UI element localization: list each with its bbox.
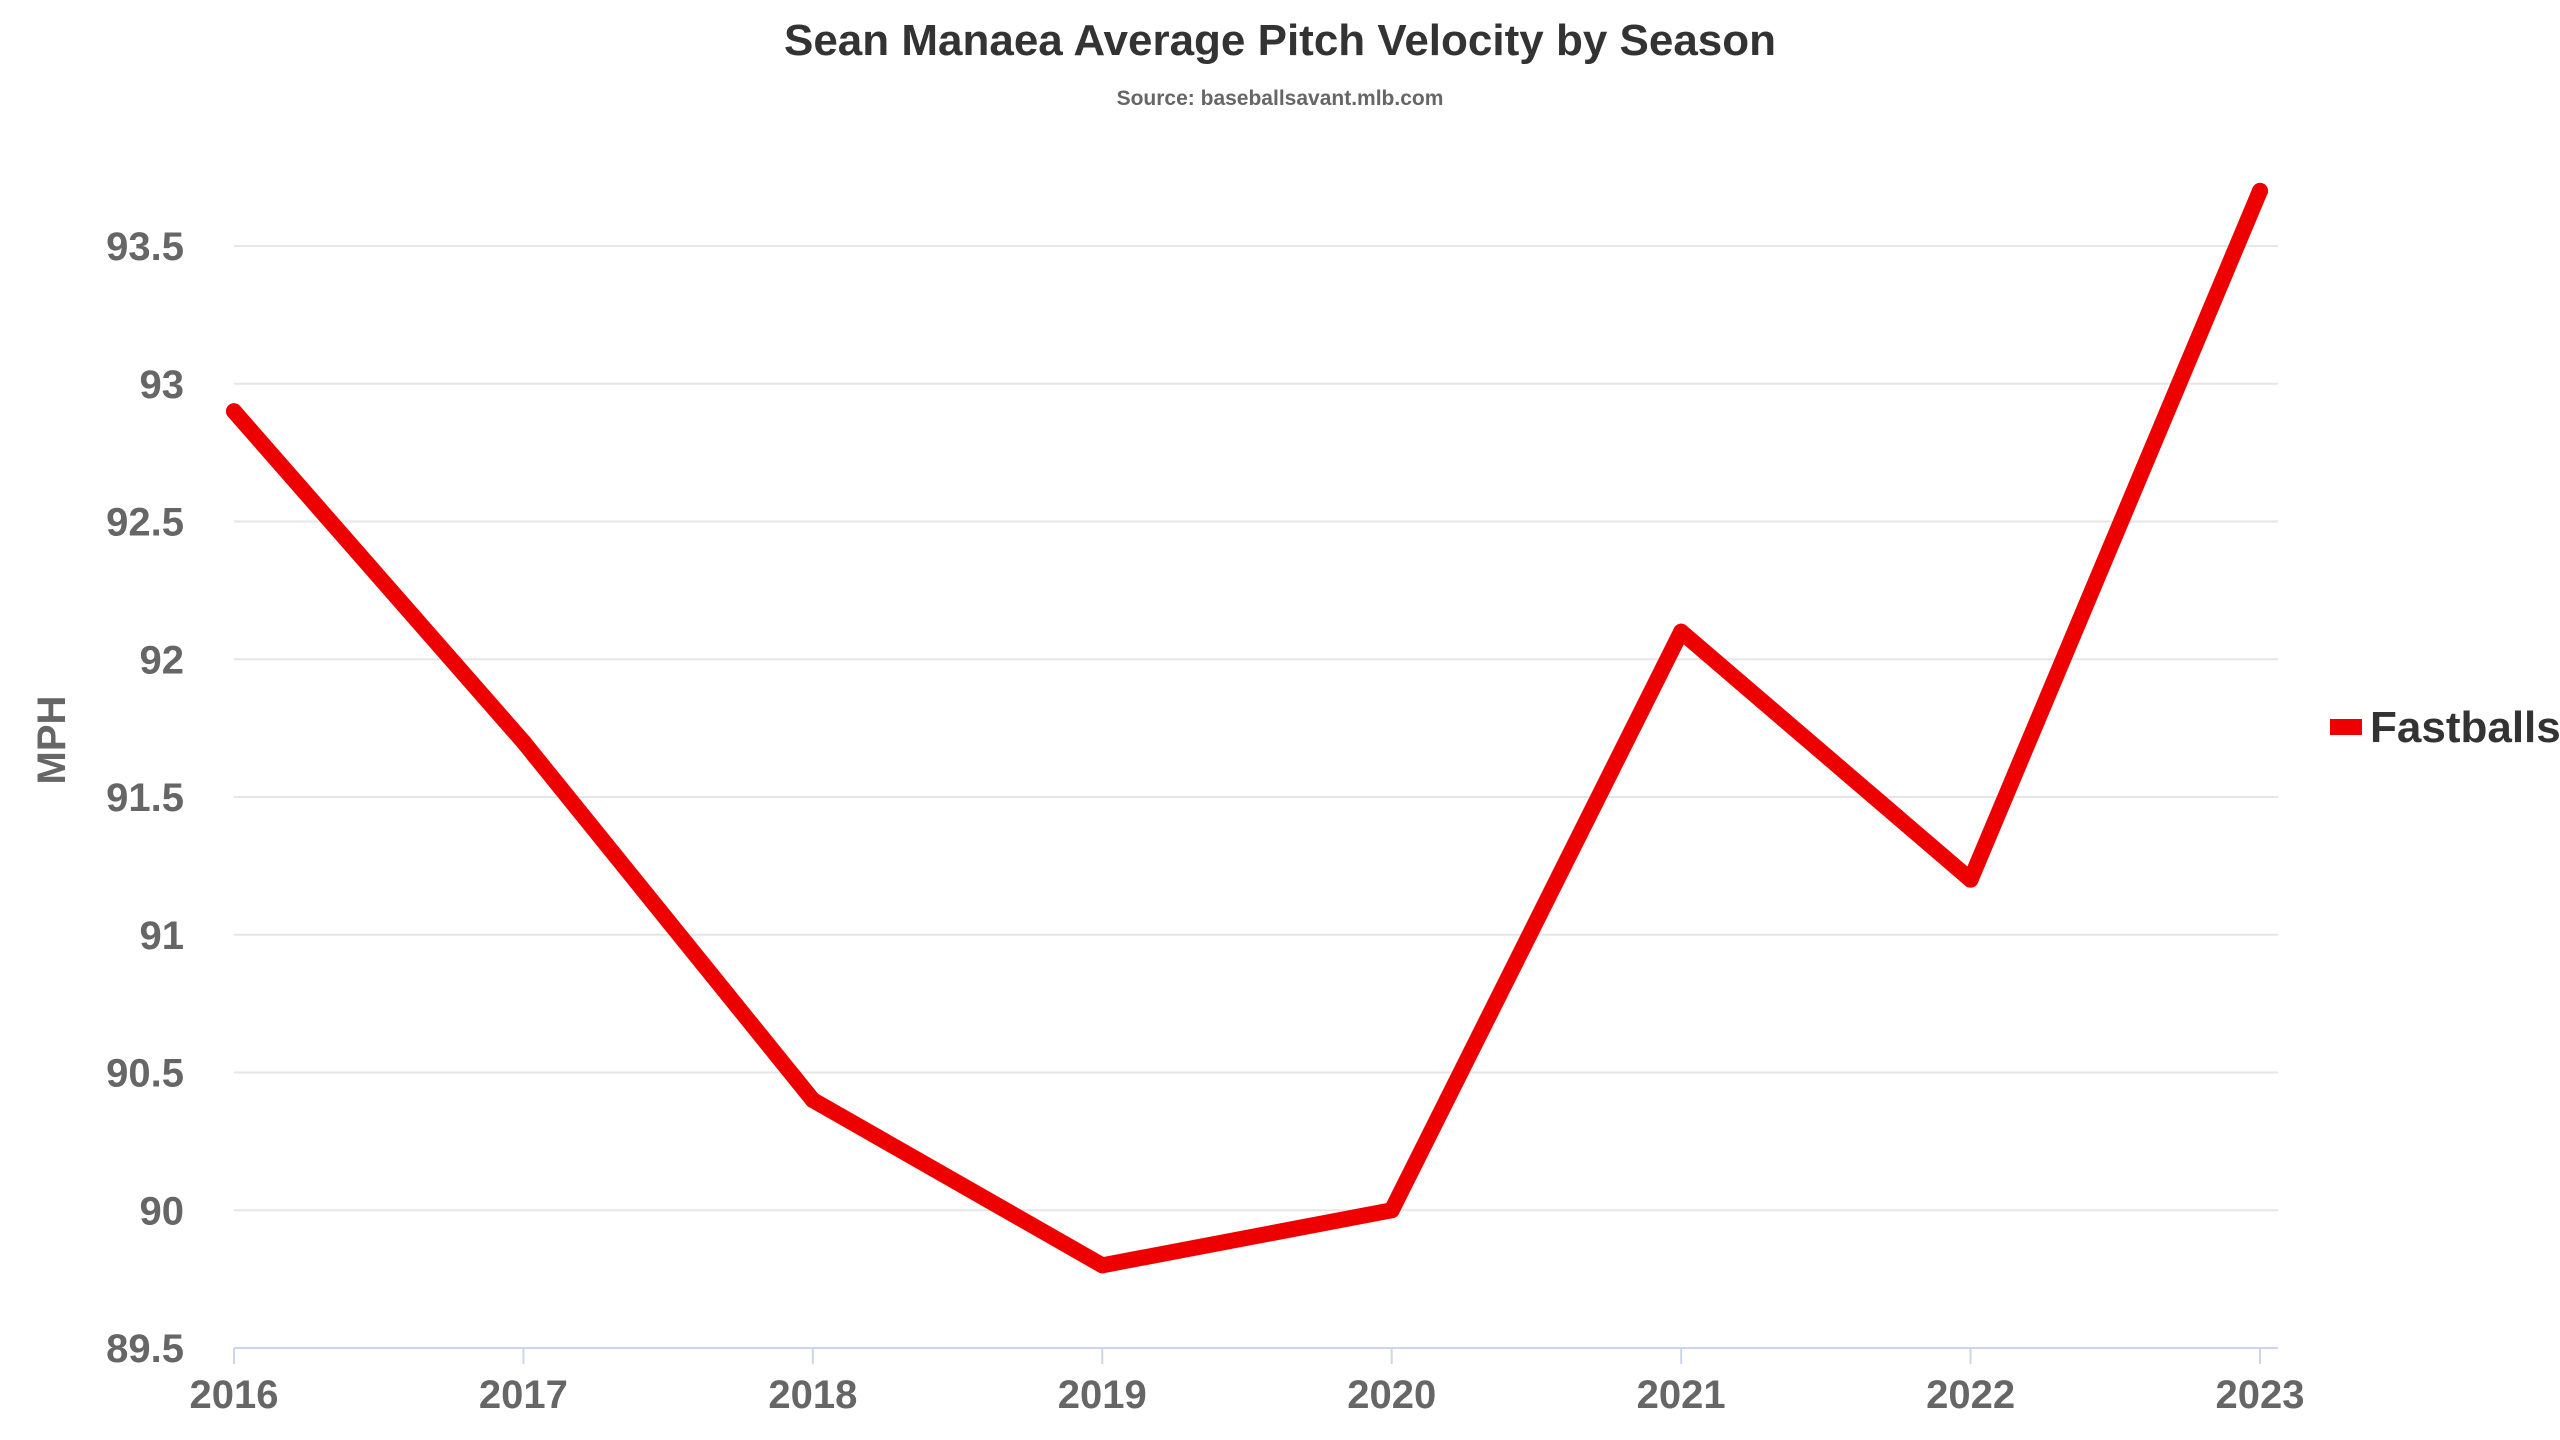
data-point[interactable] [1962, 871, 1979, 888]
x-tick-label: 2023 [2216, 1373, 2305, 1417]
x-tick-label: 2019 [1058, 1373, 1147, 1417]
gridlines [234, 245, 2278, 1212]
legend-symbol[interactable] [2330, 719, 2362, 735]
legend[interactable]: Fastballs [2330, 703, 2560, 752]
data-point[interactable] [1383, 1202, 1400, 1219]
y-tick-label: 90.5 [106, 1052, 184, 1096]
x-tick-label: 2018 [768, 1373, 857, 1417]
series-layer [226, 182, 2268, 1274]
y-tick-label: 93 [140, 363, 185, 407]
y-tick-label: 93.5 [106, 225, 184, 269]
legend-label[interactable]: Fastballs [2370, 703, 2560, 752]
x-tick-label: 2021 [1637, 1373, 1726, 1417]
y-tick-label: 91.5 [106, 776, 184, 820]
data-point[interactable] [804, 1092, 821, 1109]
x-tick-label: 2020 [1347, 1373, 1436, 1417]
x-tick-label: 2022 [1926, 1373, 2015, 1417]
data-point[interactable] [515, 733, 532, 750]
data-point[interactable] [226, 403, 242, 420]
x-tick-label: 2016 [190, 1373, 279, 1417]
x-tick-label: 2017 [479, 1373, 568, 1417]
y-axis-title: MPH [30, 696, 74, 785]
chart-subtitle: Source: baseballsavant.mlb.com [1117, 87, 1444, 110]
series-line-fastballs [226, 182, 2268, 1274]
y-axis: 89.5 90 90.5 91 91.5 92 92.5 93 93.5 [106, 225, 184, 1371]
y-tick-label: 92.5 [106, 501, 184, 545]
data-point[interactable] [1673, 623, 1690, 640]
y-tick-label: 91 [140, 914, 185, 958]
data-point[interactable] [2252, 182, 2268, 199]
data-point[interactable] [1094, 1257, 1111, 1274]
y-tick-label: 90 [140, 1189, 185, 1233]
x-axis: 2016 2017 2018 2019 2020 2021 2022 2023 [190, 1347, 2305, 1417]
y-tick-label: 92 [140, 638, 185, 682]
chart-title: Sean Manaea Average Pitch Velocity by Se… [784, 16, 1776, 65]
y-tick-label: 89.5 [106, 1327, 184, 1371]
